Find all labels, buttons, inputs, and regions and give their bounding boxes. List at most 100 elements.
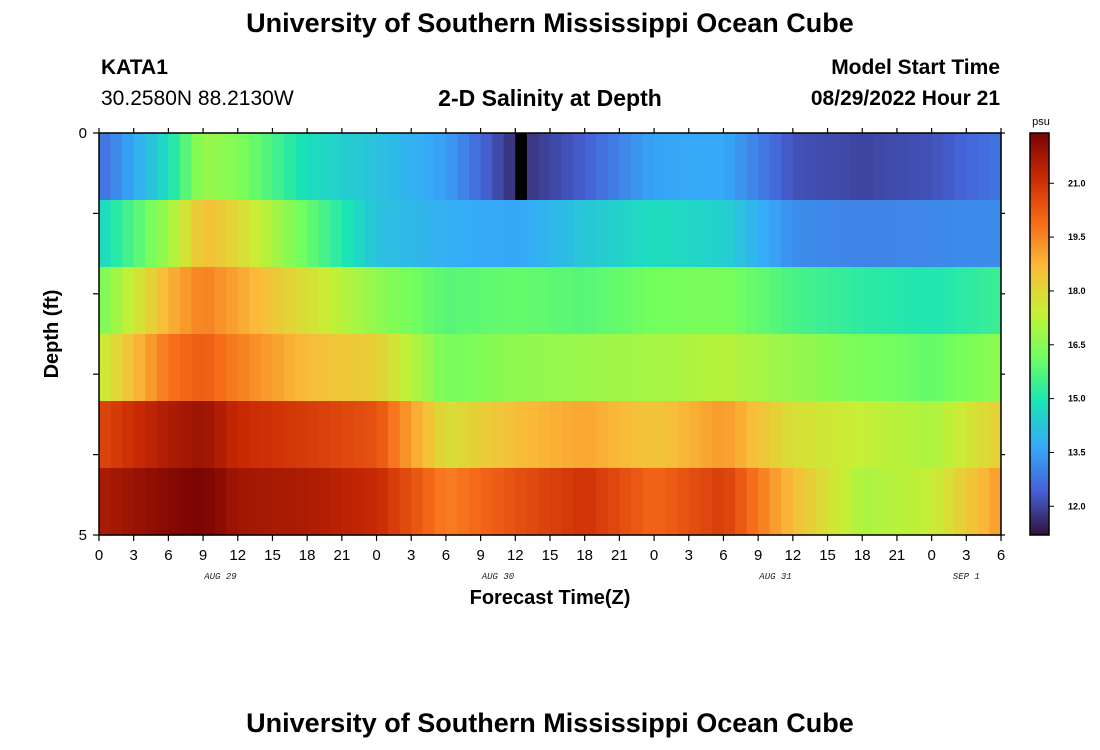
heatmap-cell — [99, 267, 112, 335]
heatmap-cell — [792, 133, 806, 201]
heatmap-cell — [434, 133, 447, 201]
heatmap-cell — [977, 468, 991, 536]
heatmap-cell — [885, 334, 898, 402]
heatmap-cell — [272, 267, 285, 335]
heatmap-cell — [735, 267, 748, 335]
heatmap-cell — [792, 401, 806, 469]
heatmap-cell — [908, 401, 921, 469]
heatmap-cell — [746, 334, 759, 402]
heatmap-cell — [550, 468, 563, 536]
x-tick-label: 0 — [95, 547, 103, 564]
heatmap-cell — [966, 401, 979, 469]
heatmap-cell — [260, 468, 274, 536]
heatmap-cell — [469, 200, 482, 268]
heatmap-cell — [457, 401, 470, 469]
heatmap-cell — [295, 401, 308, 469]
heatmap-cell — [723, 133, 736, 201]
heatmap-cell — [226, 200, 239, 268]
heatmap-cell — [249, 401, 262, 469]
heatmap-cell — [931, 267, 944, 335]
heatmap-cell — [630, 468, 644, 536]
heatmap-cell — [700, 334, 713, 402]
heatmap-cell — [827, 200, 840, 268]
heatmap-cell — [214, 468, 227, 536]
heatmap-cell — [376, 401, 389, 469]
heatmap-cell — [434, 200, 447, 268]
heatmap-cell — [804, 267, 817, 335]
heatmap-cell — [457, 267, 470, 335]
x-tick-label: 21 — [334, 547, 351, 564]
heatmap-cell — [388, 334, 401, 402]
heatmap-cell — [711, 200, 725, 268]
heatmap-cell — [515, 334, 528, 402]
heatmap-cell — [954, 133, 967, 201]
heatmap-cell — [469, 468, 482, 536]
heatmap-cell — [203, 200, 216, 268]
heatmap-cell — [445, 468, 459, 536]
heatmap-cell — [353, 401, 366, 469]
heatmap-cell — [920, 267, 933, 335]
heatmap-cell — [260, 401, 274, 469]
heatmap-cell — [931, 200, 944, 268]
heatmap-cell — [469, 267, 482, 335]
heatmap-cell — [711, 468, 725, 536]
heatmap-cell — [989, 401, 1002, 469]
heatmap-cell — [122, 401, 135, 469]
colorbar-tick-label: 16.5 — [1068, 340, 1086, 350]
heatmap-cell — [607, 133, 620, 201]
heatmap-cell — [364, 401, 378, 469]
heatmap-cell — [630, 401, 644, 469]
heatmap-cell — [839, 267, 852, 335]
heatmap-cell — [156, 267, 169, 335]
y-axis: 05 — [79, 125, 1005, 544]
heatmap-cell — [584, 267, 597, 335]
heatmap-cell — [156, 401, 169, 469]
heatmap-cell — [839, 200, 852, 268]
heatmap-cell — [688, 133, 701, 201]
heatmap-cell — [249, 267, 262, 335]
heatmap-cell — [364, 200, 378, 268]
heatmap-cell — [630, 334, 644, 402]
heatmap-cell — [561, 200, 574, 268]
heatmap-cell — [99, 133, 112, 201]
heatmap-cell — [156, 200, 169, 268]
heatmap-cell — [630, 200, 644, 268]
heatmap-cell — [249, 133, 262, 201]
heatmap-cell — [908, 334, 921, 402]
heatmap-cell — [654, 401, 667, 469]
heatmap-cell — [307, 468, 320, 536]
heatmap-cell — [850, 267, 863, 335]
x-tick-label: 3 — [685, 547, 693, 564]
heatmap-cell — [168, 334, 181, 402]
heatmap-cell — [781, 200, 794, 268]
heatmap-cell — [284, 334, 297, 402]
heatmap-cell — [364, 133, 378, 201]
heatmap-cell — [503, 468, 516, 536]
heatmap-cell — [307, 133, 320, 201]
heatmap-cell — [503, 267, 516, 335]
heatmap-cell — [827, 133, 840, 201]
heatmap-cell — [168, 200, 181, 268]
x-tick-label: 3 — [407, 547, 415, 564]
heatmap-cell — [550, 334, 563, 402]
heatmap-cell — [735, 133, 748, 201]
heatmap-cell — [318, 468, 331, 536]
heatmap-cell — [364, 334, 378, 402]
heatmap-cell — [596, 401, 609, 469]
heatmap-cell — [480, 468, 493, 536]
heatmap-cell — [769, 133, 782, 201]
heatmap-cell — [179, 401, 193, 469]
heatmap-cell — [226, 468, 239, 536]
colorbar-tick-label: 12.0 — [1068, 501, 1086, 511]
heatmap-cell — [989, 468, 1002, 536]
heatmap-cell — [596, 334, 609, 402]
heatmap-cell — [850, 334, 863, 402]
heatmap-cell — [607, 267, 620, 335]
heatmap-cell — [422, 401, 435, 469]
heatmap-cell — [526, 133, 540, 201]
heatmap-cell — [804, 401, 817, 469]
heatmap-cell — [399, 401, 412, 469]
heatmap-cell — [353, 468, 366, 536]
colorbar: psu 12.0 13.5 15.0 16.5 18.0 19.5 21.0 — [1029, 116, 1086, 536]
heatmap-cell — [434, 401, 447, 469]
